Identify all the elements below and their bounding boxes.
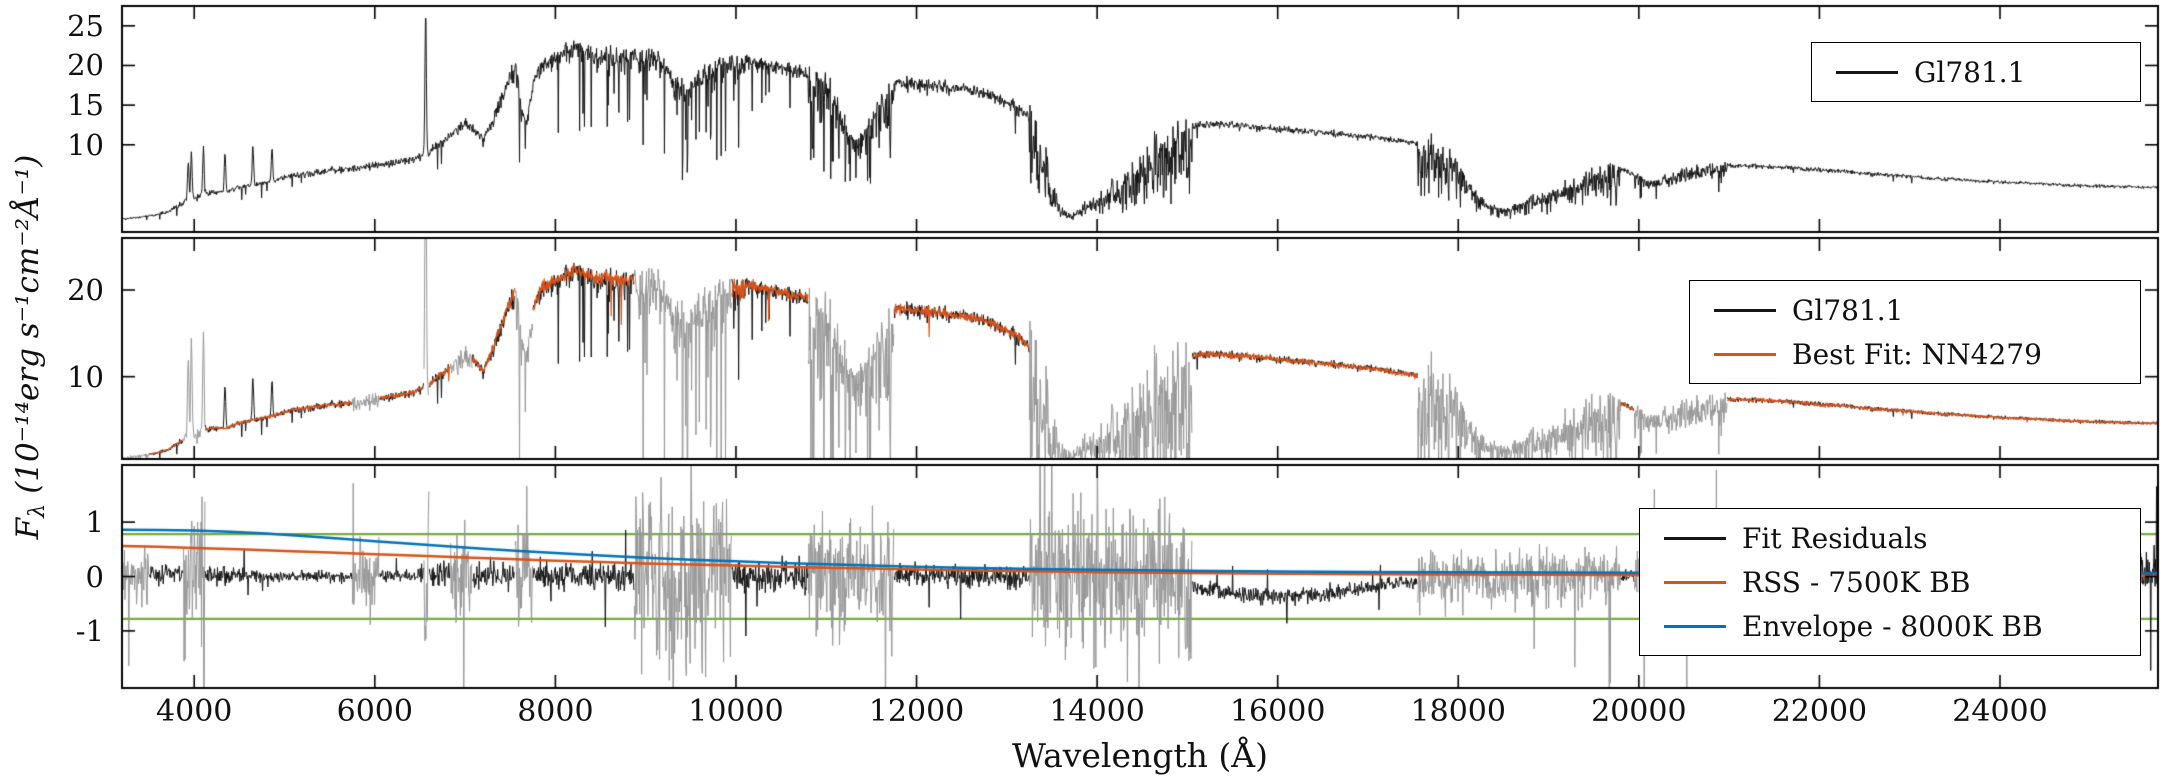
x-tick-label: 12000 [868, 694, 965, 729]
legend-line-swatch [1714, 308, 1776, 312]
legend-label: Best Fit: NN4279 [1792, 337, 2042, 371]
legend-box-panel2: Gl781.1 Best Fit: NN4279 [1689, 280, 2141, 384]
legend-item: Best Fit: NN4279 [1714, 335, 2116, 373]
x-tick-label: 8000 [517, 694, 594, 729]
y-tick-label: 25 [67, 8, 104, 43]
y-tick-label: -1 [75, 613, 104, 648]
x-tick-label: 14000 [1049, 694, 1145, 729]
x-axis-label: Wavelength (Å) [1012, 736, 1268, 775]
y-tick-label: 15 [67, 88, 104, 123]
legend-label: RSS - 7500K BB [1742, 565, 1971, 599]
legend-label: Envelope - 8000K BB [1742, 609, 2043, 643]
x-tick-label: 10000 [688, 694, 784, 729]
y-tick-label: 0 [85, 559, 104, 594]
y-tick-label: 20 [67, 273, 104, 307]
x-tick-label: 6000 [336, 694, 413, 729]
legend-item: Gl781.1 [1714, 291, 2116, 329]
legend-item: Gl781.1 [1836, 53, 2116, 91]
legend-box-panel1: Gl781.1 [1811, 42, 2141, 102]
legend-label: Fit Residuals [1742, 521, 1928, 555]
legend-item: Fit Residuals [1664, 519, 2116, 557]
y-tick-label: 1 [85, 505, 104, 540]
legend-line-swatch [1664, 624, 1726, 628]
x-tick-label: 22000 [1771, 694, 1868, 729]
y-tick-label: 10 [67, 359, 104, 394]
y-tick-label: 20 [67, 48, 104, 83]
legend-line-swatch [1714, 352, 1776, 356]
legend-label: Gl781.1 [1792, 293, 1904, 327]
x-tick-label: 18000 [1410, 694, 1506, 729]
flux-units: (10⁻¹⁴erg s⁻¹cm⁻²Å⁻¹) [9, 154, 46, 504]
legend-line-swatch [1664, 536, 1726, 540]
x-tick-label: 4000 [156, 694, 233, 729]
y-tick-label: 10 [67, 127, 104, 162]
legend-label: Gl781.1 [1914, 55, 2026, 89]
legend-line-swatch [1664, 580, 1726, 584]
legend-item: RSS - 7500K BB [1664, 563, 2116, 601]
x-tick-label: 20000 [1591, 694, 1687, 729]
x-tick-label: 24000 [1952, 694, 2048, 729]
y-axis-label: Fλ (10⁻¹⁴erg s⁻¹cm⁻²Å⁻¹) [10, 155, 50, 540]
legend-item: Envelope - 8000K BB [1664, 607, 2116, 645]
legend-line-swatch [1836, 70, 1898, 74]
legend-box-panel3: Fit Residuals RSS - 7500K BB Envelope - 80… [1639, 508, 2141, 656]
x-tick-label: 16000 [1229, 694, 1326, 729]
